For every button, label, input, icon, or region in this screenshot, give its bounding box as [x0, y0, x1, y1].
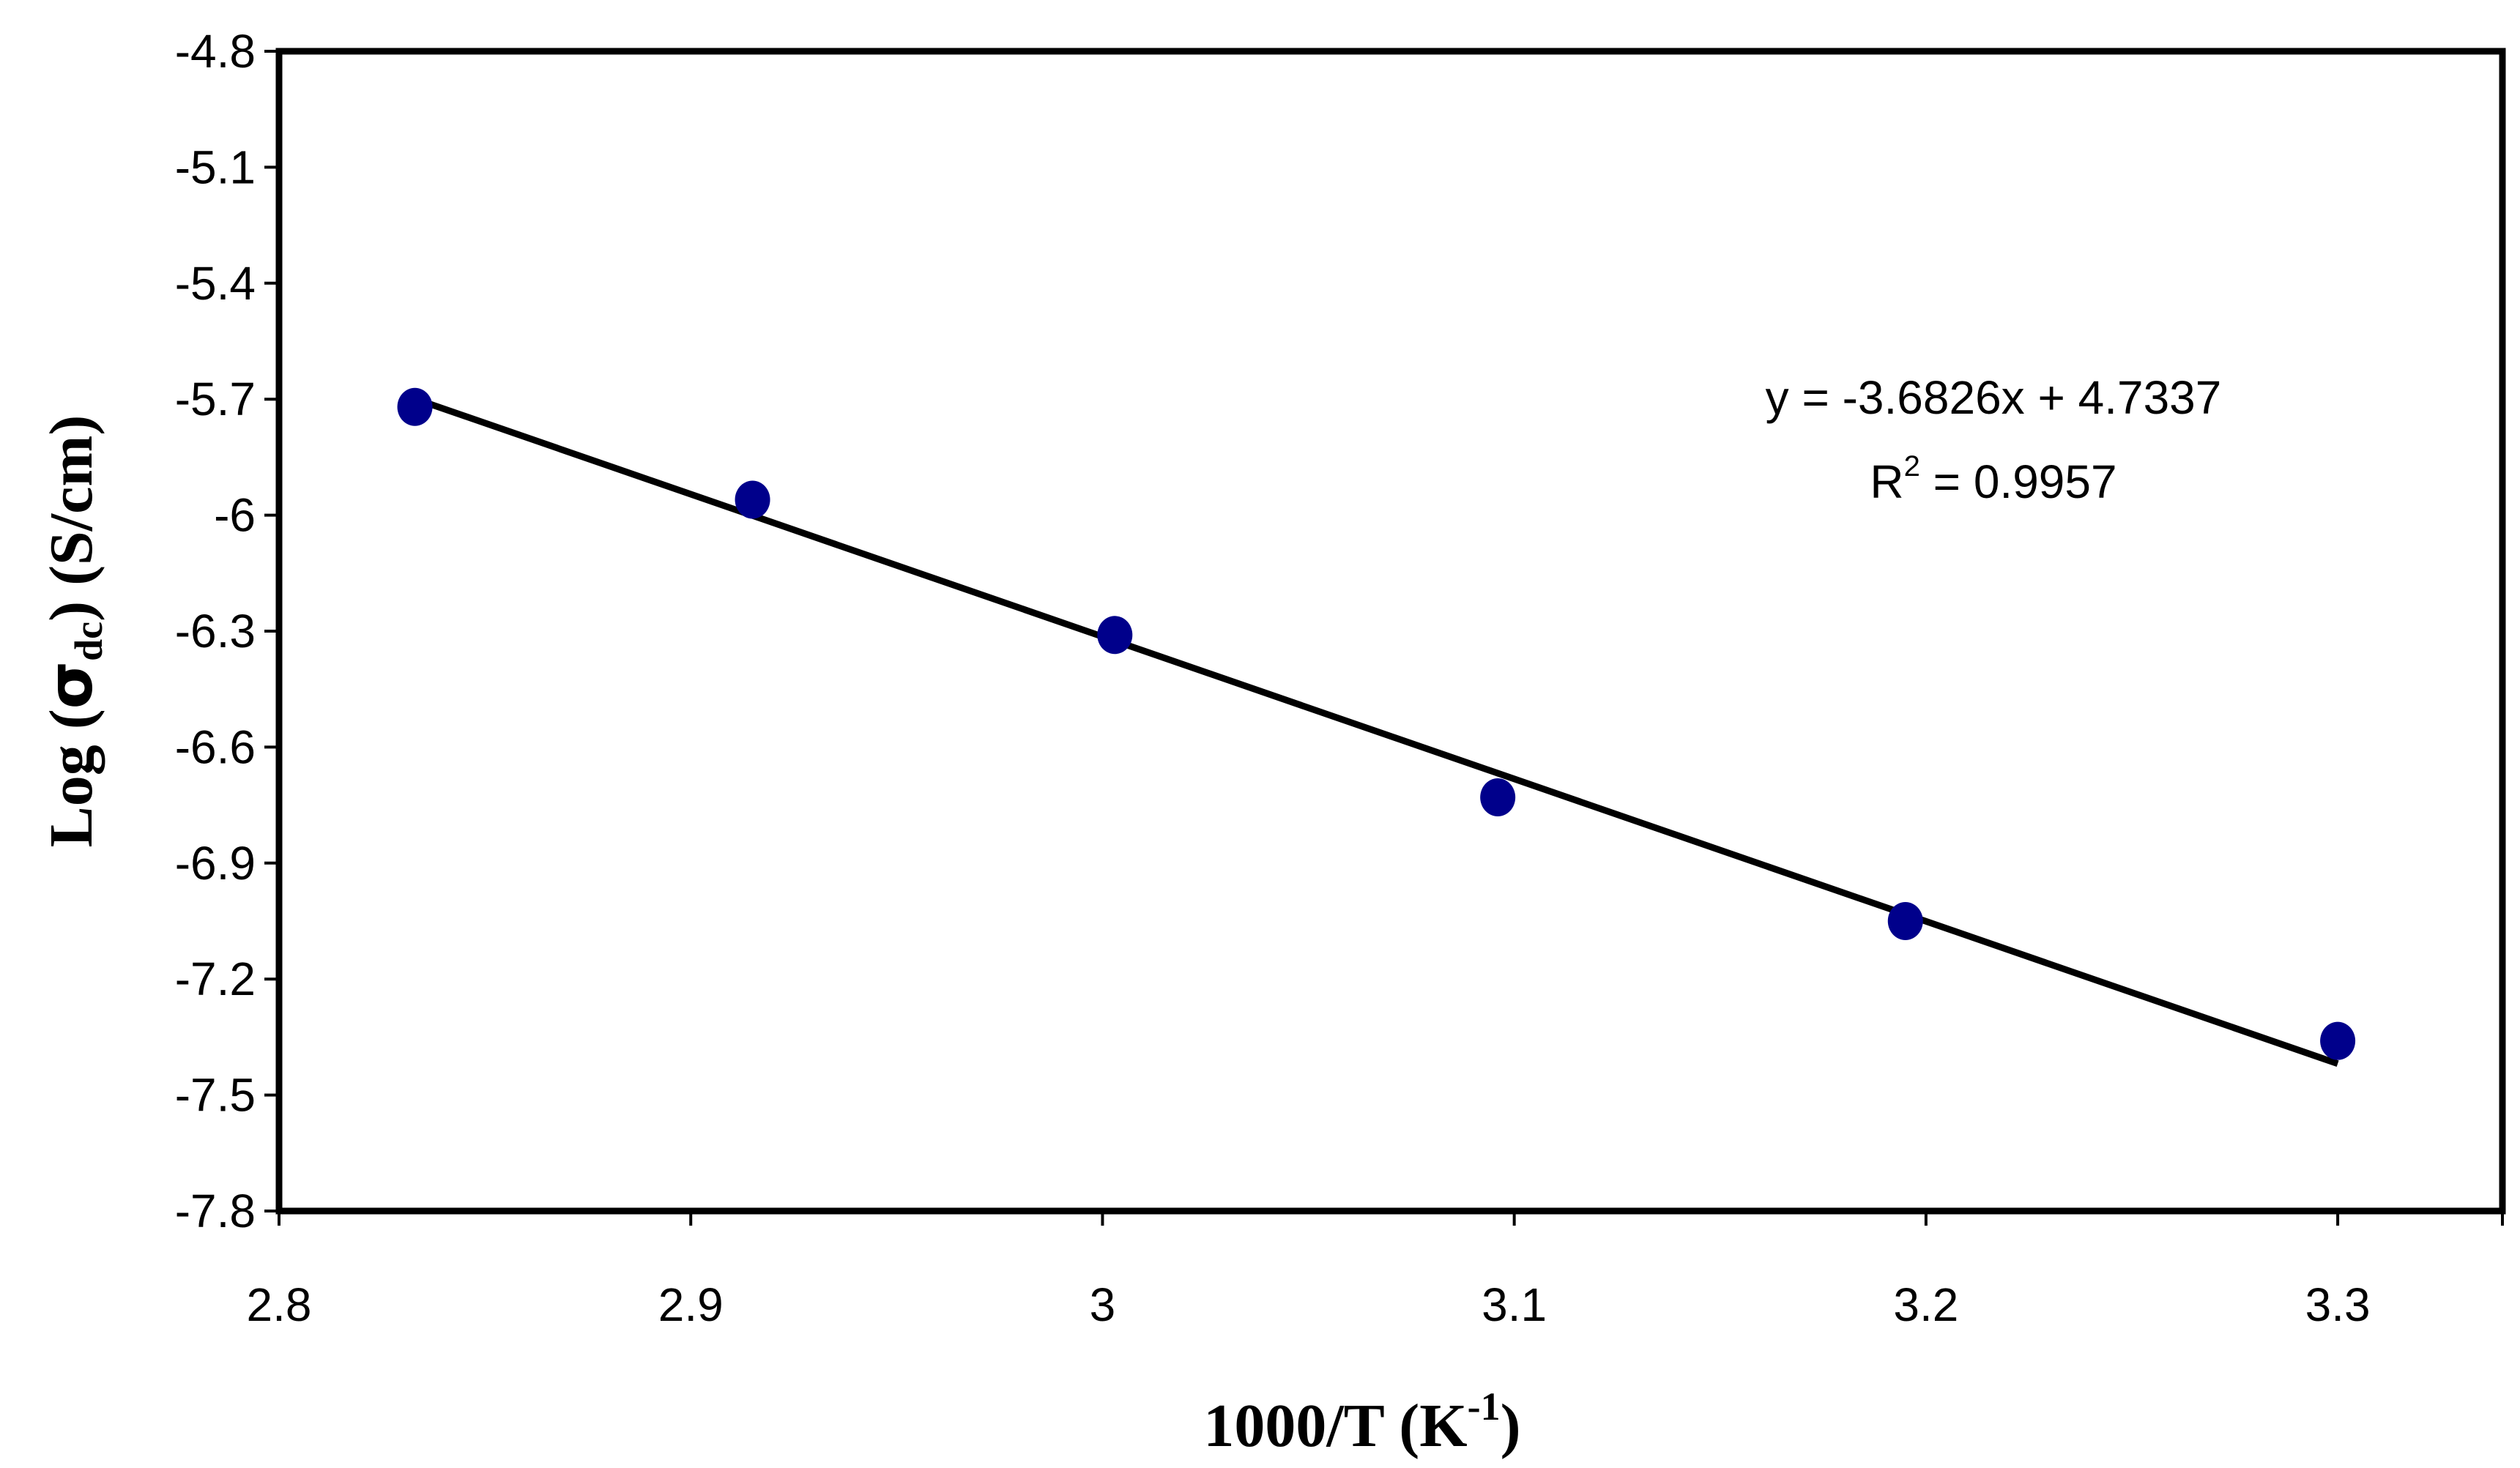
y-axis-title-suffix: ) (S/cm) — [37, 415, 105, 622]
y-axis-ticks: -4.8 -5.1 -5.4 -5.7 -6 -6.3 -6.6 -6.9 -7.2 -7.5 -7… — [175, 25, 279, 1237]
x-axis-title-close: ) — [1501, 1392, 1521, 1460]
y-tick-label: -6.3 — [175, 605, 256, 657]
data-point — [1097, 616, 1133, 655]
trendline — [414, 395, 2339, 1068]
x-axis-ticks: 2.8 2.9 3 3.1 3.2 3.3 — [247, 1211, 2504, 1331]
x-axis-title-superscript: -1 — [1468, 1385, 1501, 1428]
y-tick-label: -5.4 — [175, 257, 256, 310]
data-points — [397, 387, 2356, 1060]
x-axis-title: 1000/T (K-1) — [1203, 1385, 1520, 1460]
y-axis-title-subscript: dc — [67, 622, 111, 661]
y-axis-title: Log (σdc) (S/cm) — [34, 415, 111, 848]
data-point — [1887, 902, 1923, 940]
data-point — [2320, 1021, 2356, 1060]
y-tick-label: -7.8 — [175, 1185, 256, 1237]
x-tick-label: 3.3 — [2305, 1278, 2371, 1331]
y-tick-label: -6 — [214, 489, 256, 542]
data-point — [735, 480, 770, 519]
y-tick-label: -7.5 — [175, 1069, 256, 1122]
trendline-layer — [414, 395, 2339, 1068]
data-point — [397, 387, 433, 426]
y-axis-title-sigma: σ — [34, 661, 106, 709]
r-squared-superscript: 2 — [1904, 450, 1920, 482]
data-point — [1480, 778, 1516, 817]
x-tick-label: 2.9 — [658, 1278, 724, 1331]
r-squared-label: R2 = 0.9957 — [1870, 450, 2116, 508]
x-axis-title-main: 1000/T (K — [1203, 1392, 1467, 1460]
y-tick-label: -5.1 — [175, 141, 256, 193]
trendline-equation: y = -3.6826x + 4.7337 — [1766, 371, 2222, 424]
y-tick-label: -7.2 — [175, 953, 256, 1005]
y-tick-label: -6.6 — [175, 720, 256, 773]
x-tick-label: 3.2 — [1893, 1278, 1958, 1331]
y-axis-title-prefix: Log ( — [37, 709, 105, 847]
x-tick-label: 3.1 — [1482, 1278, 1547, 1331]
y-tick-label: -6.9 — [175, 837, 256, 890]
r-squared-prefix: R — [1870, 455, 1903, 508]
y-tick-label: -4.8 — [175, 25, 256, 78]
r-squared-value: = 0.9957 — [1920, 455, 2117, 508]
x-tick-label: 3 — [1090, 1278, 1116, 1331]
y-tick-label: -5.7 — [175, 373, 256, 425]
x-tick-label: 2.8 — [247, 1278, 312, 1331]
